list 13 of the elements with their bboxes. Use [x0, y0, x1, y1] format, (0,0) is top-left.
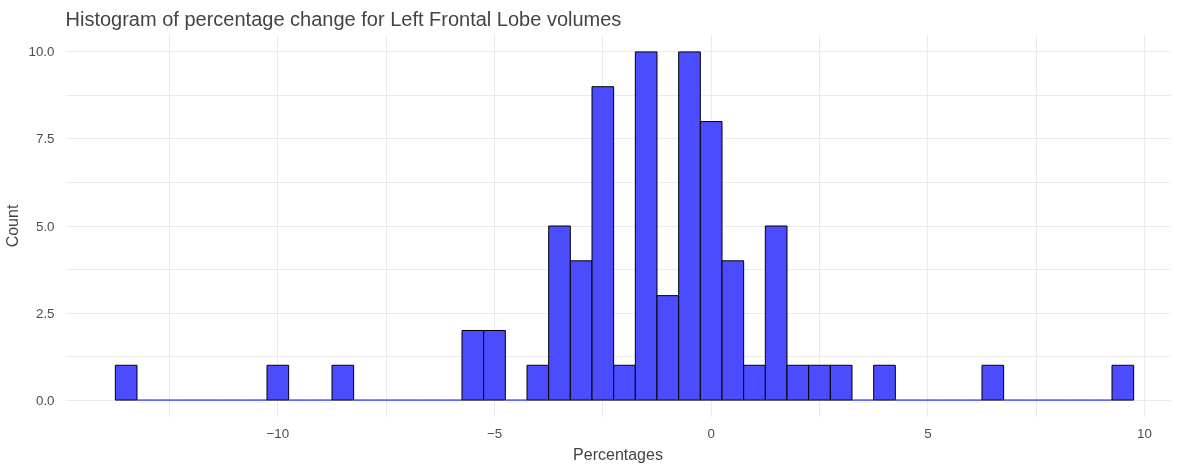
x-tick-label: −10 [266, 425, 290, 441]
x-tick-label: −5 [486, 425, 503, 441]
x-tick-label: 0 [707, 425, 715, 441]
y-tick-label: 10.0 [28, 44, 55, 60]
x-tick-label: 5 [924, 425, 932, 441]
y-tick-label: 0.0 [35, 392, 55, 408]
x-axis-title: Percentages [573, 445, 663, 463]
chart-title: Histogram of percentage change for Left Frontal Lobe volumes [65, 7, 622, 30]
y-tick-label: 7.5 [35, 131, 55, 147]
y-tick-label: 2.5 [35, 305, 55, 321]
y-tick-label: 5.0 [35, 218, 55, 234]
y-axis-title: Count [3, 204, 21, 248]
x-tick-label: 10 [1137, 425, 1152, 441]
